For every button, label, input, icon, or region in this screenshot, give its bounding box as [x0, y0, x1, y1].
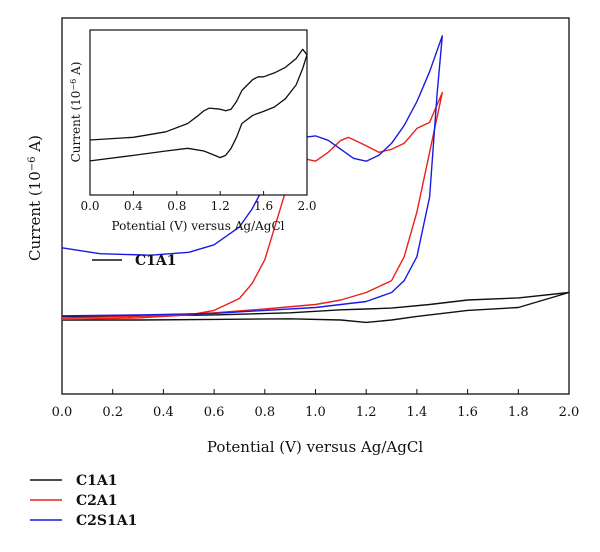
inset-x-tick-label: 0.0	[80, 199, 99, 213]
main-x-axis-title: Potential (V) versus Ag/AgCl	[207, 438, 423, 456]
inset-x-tick-label: 2.0	[297, 199, 316, 213]
inset-x-tick-label: 0.8	[167, 199, 186, 213]
main-x-tick-label: 2.0	[559, 405, 580, 420]
inset-x-tick-labels: 0.0 0.4 0.8 1.2 1.6 2.0	[80, 199, 316, 213]
main-x-tick-label: 0.0	[52, 405, 73, 420]
inset-x-axis-title: Potential (V) versus Ag/AgCl	[111, 219, 284, 233]
inset-y-axis-title-exponent: −6	[69, 79, 78, 91]
series-line-c2s1a1	[61, 35, 443, 317]
inset-plot-frame	[89, 29, 308, 196]
inset-y-axis-title: Current (10−6 A)	[69, 62, 84, 163]
inset-series-line	[89, 48, 308, 162]
main-x-tick-label: 0.8	[254, 405, 275, 420]
bottom-legend: C1A1 C2A1 C2S1A1	[30, 473, 137, 529]
inset-x-tick-label: 0.4	[124, 199, 143, 213]
series-line-c2a1	[61, 91, 443, 321]
main-y-axis-title: Current (10−6 A)	[26, 135, 44, 261]
main-x-tick-label: 1.2	[356, 405, 377, 420]
main-x-tick-label: 1.6	[457, 405, 478, 420]
series-line-c1a1	[61, 291, 570, 324]
main-x-tick-label: 0.2	[102, 405, 123, 420]
main-y-axis-title-unit: A)	[26, 135, 44, 156]
inset-x-ticks	[89, 191, 308, 195]
main-y-axis-title-base: Current (10	[26, 171, 44, 261]
main-x-ticks	[61, 389, 570, 394]
inset-y-axis-title-base: Current (10	[69, 91, 83, 163]
legend-label-c2s1a1: C2S1A1	[76, 513, 137, 529]
main-x-tick-labels: 0.0 0.2 0.4 0.6 0.8 1.0 1.2 1.4 1.6 1.8 2.0	[52, 405, 580, 420]
main-x-tick-label: 1.8	[508, 405, 529, 420]
main-y-axis-title-exponent: −6	[27, 156, 38, 171]
main-x-tick-label: 0.6	[204, 405, 225, 420]
main-x-tick-label: 1.0	[305, 405, 326, 420]
main-x-tick-label: 0.4	[153, 405, 174, 420]
main-x-tick-label: 1.4	[407, 405, 428, 420]
inline-legend-label: C1A1	[135, 253, 177, 269]
inset-x-tick-label: 1.6	[254, 199, 273, 213]
inset-y-axis-title-unit: A)	[69, 62, 83, 79]
inset-x-tick-label: 1.2	[211, 199, 230, 213]
inset-series-lines	[89, 48, 308, 162]
legend-label-c2a1: C2A1	[76, 493, 118, 509]
legend-label-c1a1: C1A1	[76, 473, 118, 489]
main-series-lines	[61, 35, 570, 324]
